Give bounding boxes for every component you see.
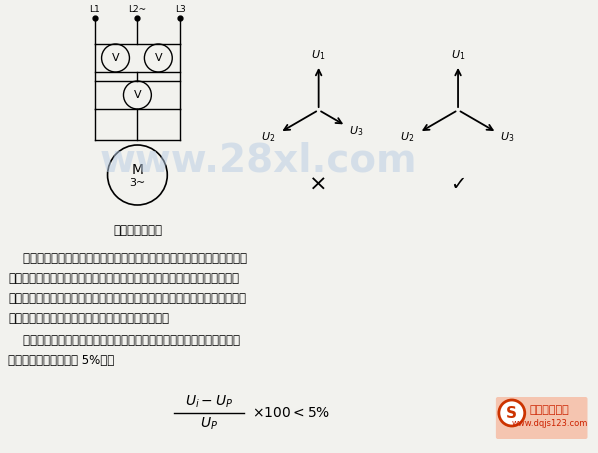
Text: 电源三相电压不平衡，使电机三相电流不平衡，在电机内产生负序磁场，: 电源三相电压不平衡，使电机三相电流不平衡，在电机内产生负序磁场， <box>8 251 247 265</box>
Text: V: V <box>133 90 141 100</box>
Text: M: M <box>132 163 144 177</box>
Text: $U_2$: $U_2$ <box>400 130 414 145</box>
Text: $\times100<5\%$: $\times100<5\%$ <box>252 406 330 420</box>
Text: L1: L1 <box>89 5 100 14</box>
Text: V: V <box>112 53 120 63</box>
Text: $U_1$: $U_1$ <box>451 48 465 62</box>
Text: V: V <box>154 53 162 63</box>
Text: L2~: L2~ <box>129 5 147 14</box>
Text: $U_2$: $U_2$ <box>261 130 275 145</box>
Text: 国家标准规定，三相电压中任何一相电压与三相电压的平均值之差不得: 国家标准规定，三相电压中任何一相电压与三相电压的平均值之差不得 <box>8 333 240 347</box>
Text: 其旋转方向和电机的转向相反。由于负序磁场的制动作用，使电机的转矩减: 其旋转方向和电机的转向相反。由于负序磁场的制动作用，使电机的转矩减 <box>8 271 239 284</box>
Text: $U_3$: $U_3$ <box>349 124 363 138</box>
Text: L3: L3 <box>175 5 185 14</box>
Text: 平衡超过标准规定的数值时，不允许电机投人运行。: 平衡超过标准规定的数值时，不允许电机投人运行。 <box>8 312 169 324</box>
Text: S: S <box>507 405 517 420</box>
Text: ×: × <box>309 175 328 195</box>
Text: www.dqjs123.com: www.dqjs123.com <box>511 419 588 429</box>
Text: 少，电流增大，损耗增加，电机发热，还会产生电磁噪声。所以当三相电压不: 少，电流增大，损耗增加，电机发热，还会产生电磁噪声。所以当三相电压不 <box>8 291 246 304</box>
Circle shape <box>499 400 525 426</box>
Text: 电工技术之家: 电工技术之家 <box>530 405 569 415</box>
Text: 三相异步电动机: 三相异步电动机 <box>113 223 162 236</box>
Text: $U_P$: $U_P$ <box>200 416 218 432</box>
Text: 超过三相电压平均值的 5%，即: 超过三相电压平均值的 5%，即 <box>8 353 114 366</box>
Text: $U_1$: $U_1$ <box>312 48 326 62</box>
Text: 3~: 3~ <box>129 178 145 188</box>
Text: $U_i-U_P$: $U_i-U_P$ <box>185 394 233 410</box>
FancyBboxPatch shape <box>496 397 587 439</box>
Text: ✓: ✓ <box>450 175 466 194</box>
Text: $U_3$: $U_3$ <box>499 130 514 145</box>
Text: www.28xl.com: www.28xl.com <box>100 141 418 179</box>
